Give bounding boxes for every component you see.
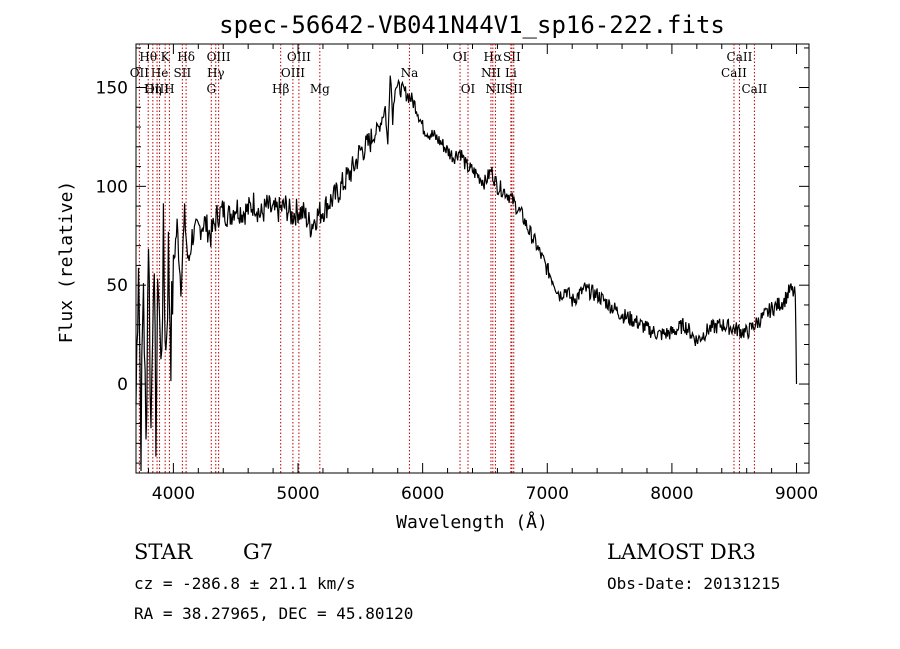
x-tick-label: 8000 — [650, 484, 693, 504]
line-label: H — [164, 82, 174, 96]
line-label: Hη — [144, 82, 162, 96]
redshift-velocity: cz = -286.8 ± 21.1 km/s — [134, 574, 356, 593]
line-label: OII — [130, 66, 150, 80]
line-label: Li — [505, 66, 517, 80]
line-label: OIII — [287, 50, 311, 64]
line-label: Mg — [310, 82, 330, 96]
line-label: Hα — [484, 50, 503, 64]
y-tick-label: 150 — [96, 78, 128, 98]
axis-ticks: 4000 5000 6000 7000 8000 9000 0 50 100 150 — [96, 44, 818, 504]
x-tick-label: 6000 — [401, 484, 444, 504]
line-label: CaII — [727, 50, 753, 64]
line-label: G — [206, 82, 216, 96]
line-label: K — [161, 50, 171, 64]
y-tick-label: 0 — [117, 375, 128, 395]
line-label: OIII — [145, 82, 169, 96]
object-subclass: G7 — [243, 540, 274, 564]
line-label: SII — [505, 82, 523, 96]
line-label: Hδ — [177, 50, 195, 64]
x-tick-label: 7000 — [526, 484, 569, 504]
line-label: Hθ — [139, 50, 157, 64]
line-label: OIII — [281, 66, 305, 80]
object-class: STAR — [134, 540, 193, 564]
chart-title: spec-56642-VB041N44V1_sp16-222.fits — [219, 11, 725, 39]
line-label: Na — [401, 66, 419, 80]
line-label: SII — [503, 50, 521, 64]
line-label: Hγ — [207, 66, 225, 80]
y-tick-label: 100 — [96, 177, 128, 197]
line-label: CaII — [741, 82, 767, 96]
line-label: OI — [461, 82, 476, 96]
y-axis-label: Flux (relative) — [56, 181, 77, 344]
x-tick-label: 9000 — [775, 484, 818, 504]
line-label: OIII — [207, 50, 231, 64]
x-tick-label: 5000 — [276, 484, 319, 504]
line-label: CaII — [721, 66, 747, 80]
survey-name: LAMOST DR3 — [607, 540, 756, 564]
line-label: He — [151, 66, 169, 80]
plot-frame — [135, 43, 810, 474]
line-label: SII — [174, 66, 192, 80]
x-axis-label: Wavelength (Å) — [396, 511, 548, 533]
y-tick-label: 50 — [106, 276, 128, 296]
observation-date: Obs-Date: 20131215 — [607, 574, 781, 593]
x-tick-label: 4000 — [152, 484, 195, 504]
line-label: Hβ — [272, 82, 289, 96]
line-label: NII — [481, 66, 501, 80]
spectrum-line — [135, 75, 798, 472]
coordinates: RA = 38.27965, DEC = 45.80120 — [134, 604, 414, 623]
line-label: OI — [453, 50, 468, 64]
line-label: NII — [485, 82, 505, 96]
